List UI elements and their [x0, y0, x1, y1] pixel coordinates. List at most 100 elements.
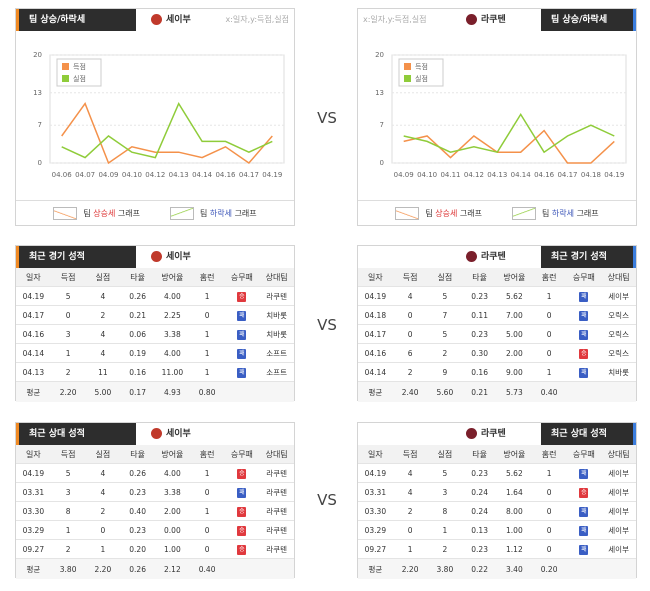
stat-cell: 세이부 — [601, 520, 636, 540]
legend-swatch — [404, 63, 411, 70]
stat-cell: 5 — [427, 324, 463, 344]
column-header: 타율 — [462, 268, 497, 287]
stat-cell: 9.00 — [497, 362, 532, 382]
average-cell: 2.12 — [155, 558, 190, 579]
stat-cell: 1 — [189, 501, 225, 521]
stat-cell: 0.06 — [120, 324, 155, 344]
stat-cell: 0.20 — [120, 539, 155, 559]
stat-cell: 소프트 — [259, 362, 294, 382]
stat-cell: 4 — [85, 482, 121, 502]
stats-row: 04.13 2 11 0.16 11.00 1 패 소프트 — [16, 362, 294, 382]
stat-cell: 03.31 — [16, 482, 51, 502]
x-tick-label: 04.13 — [487, 171, 507, 179]
result-icon: 패 — [579, 506, 589, 517]
average-cell: 0.80 — [189, 381, 225, 402]
team-name: 세이부 — [151, 246, 191, 268]
graph-swatch — [170, 206, 194, 220]
stat-cell: 04.16 — [16, 324, 51, 344]
legend-swatch — [404, 75, 411, 82]
team-name-text: 라쿠텐 — [481, 252, 506, 262]
legend-prefix: 팀 — [542, 208, 550, 218]
y-tick-label: 20 — [33, 51, 42, 59]
team-logo — [151, 428, 162, 439]
team-logo — [151, 251, 162, 262]
column-header: 실점 — [427, 268, 463, 287]
result-icon: 승 — [237, 468, 247, 479]
stat-cell: 0.24 — [462, 501, 497, 521]
plot-frame — [391, 54, 627, 164]
stat-cell: 4.00 — [155, 463, 190, 483]
legend-kind: 하락세 — [209, 208, 233, 218]
stat-cell: 0.13 — [462, 520, 497, 540]
result-icon: 승 — [237, 291, 247, 302]
result-icon: 패 — [579, 544, 589, 555]
empty-cell — [566, 381, 602, 402]
stats-row: 04.16 3 4 0.06 3.38 1 패 치바롯 — [16, 324, 294, 344]
stats-row: 04.19 4 5 0.23 5.62 1 패 세이부 — [358, 286, 636, 306]
stat-cell: 2.00 — [155, 501, 190, 521]
empty-cell — [566, 558, 602, 579]
series-line — [61, 102, 273, 165]
result-cell: 패 — [566, 539, 602, 559]
stat-cell: 4 — [392, 286, 428, 306]
stat-cell: 4.00 — [155, 286, 190, 306]
column-header: 득점 — [50, 445, 86, 464]
y-tick-label: 7 — [380, 121, 384, 129]
result-icon: 승 — [579, 487, 589, 498]
average-cell: 5.00 — [85, 381, 121, 402]
team-name: 라쿠텐 — [466, 9, 506, 31]
x-tick-label: 04.16 — [534, 171, 555, 179]
empty-cell — [259, 558, 294, 579]
stat-cell: 03.29 — [358, 520, 393, 540]
column-header: 방어율 — [155, 445, 190, 464]
graph-legend: 팀 상승세 그래프 팀 하락세 그래프 — [16, 200, 294, 225]
y-tick-label: 13 — [33, 89, 42, 97]
stats-row: 03.29 0 1 0.13 1.00 0 패 세이부 — [358, 520, 636, 540]
result-icon: 패 — [237, 329, 247, 340]
x-tick-label: 04.17 — [557, 171, 577, 179]
team-name: 세이부 — [151, 9, 191, 31]
stat-cell: 3 — [427, 482, 463, 502]
panel-header: 최근 경기 성적 — [16, 246, 136, 268]
column-header: 일자 — [16, 445, 51, 464]
header-row: 일자 득점 실점 타율 방어율 홈런 승무패 상대팀 — [16, 268, 294, 287]
series-line — [61, 101, 273, 159]
stat-cell: 0.23 — [462, 463, 497, 483]
column-header: 방어율 — [497, 445, 532, 464]
stats-table: 일자 득점 실점 타율 방어율 홈런 승무패 상대팀 04.19 5 4 0.26 4.00 1 승 라쿠텐 0… — [16, 268, 294, 402]
stat-cell: 0.16 — [462, 362, 497, 382]
stat-cell: 0.19 — [120, 343, 155, 363]
graph-swatch — [395, 206, 420, 220]
x-tick-label: 04.19 — [262, 171, 282, 179]
header-row: 일자 득점 실점 타율 방어율 홈런 승무패 상대팀 — [16, 445, 294, 464]
stats-row: 04.19 5 4 0.26 4.00 1 승 라쿠텐 — [16, 286, 294, 306]
stat-cell: 라쿠텐 — [259, 520, 294, 540]
empty-cell — [224, 381, 260, 402]
column-header: 실점 — [427, 445, 463, 464]
result-icon: 패 — [579, 468, 589, 479]
average-label: 평균 — [358, 558, 393, 579]
stat-cell: 5 — [50, 286, 86, 306]
average-cell: 2.20 — [50, 381, 86, 402]
stat-cell: 0 — [392, 324, 428, 344]
stats-row: 09.27 2 1 0.20 1.00 0 승 라쿠텐 — [16, 539, 294, 559]
series-line — [403, 112, 615, 154]
y-tick-label: 7 — [38, 121, 42, 129]
axis-note: x:일자,y:득점,실점 — [225, 15, 289, 24]
stat-cell: 2 — [427, 343, 463, 363]
average-cell: 3.80 — [50, 558, 86, 579]
stat-cell: 0.11 — [462, 305, 497, 325]
stat-cell: 0 — [85, 520, 121, 540]
stat-cell: 04.14 — [16, 343, 51, 363]
stat-cell: 치바롯 — [259, 305, 294, 325]
legend-suffix: 그래프 — [459, 208, 482, 218]
team-name: 라쿠텐 — [466, 246, 506, 268]
stat-cell: 0.23 — [462, 324, 497, 344]
stat-cell: 2 — [85, 501, 121, 521]
stat-cell: 8 — [50, 501, 86, 521]
column-header: 승무패 — [566, 268, 602, 287]
legend-label: 실점 — [73, 74, 86, 83]
legend-kind: 하락세 — [551, 208, 575, 218]
result-cell: 패 — [566, 362, 602, 382]
stat-cell: 4 — [85, 343, 121, 363]
